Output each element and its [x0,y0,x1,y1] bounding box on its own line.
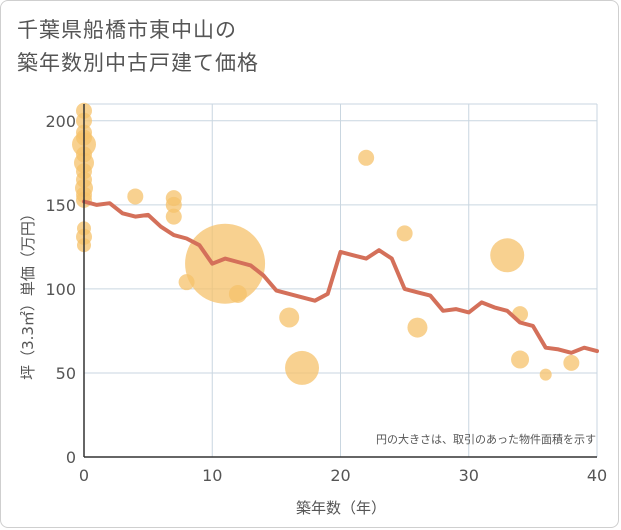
y-tick-label: 50 [56,364,76,383]
y-tick-label: 200 [45,112,76,131]
data-point [127,188,144,205]
data-point [358,149,375,166]
data-point [407,317,428,338]
x-tick-label: 30 [459,466,479,485]
x-tick-label: 40 [587,466,607,485]
data-point [165,208,182,225]
data-point [396,225,413,242]
data-point [563,354,580,371]
x-tick-label: 0 [79,466,89,485]
data-point [279,307,300,328]
x-tick-label: 20 [330,466,350,485]
y-tick-label: 100 [45,280,76,299]
axes [83,104,597,458]
tick-labels: 0 10 20 30 40 0 50 100 150 200 [45,112,607,485]
data-point [228,284,247,303]
y-tick-label: 150 [45,196,76,215]
data-point [539,368,552,381]
data-point [165,196,182,213]
y-axis-label: 坪（3.3㎡）単価（万円） [19,206,37,380]
chart-title: 千葉県船橋市東中山の 築年数別中古戸建て価格 [17,14,259,80]
y-tick-label: 0 [66,448,76,467]
data-point [285,350,320,385]
trend-line [82,199,599,355]
title-line-1: 千葉県船橋市東中山の [17,18,237,42]
data-point [490,238,525,273]
size-note: 円の大きさは、取引のあった物件面積を示す [376,432,596,446]
title-line-2: 築年数別中古戸建て価格 [17,51,259,75]
x-axis-label: 築年数（年） [296,499,386,517]
data-point [511,350,530,369]
data-point [185,223,266,304]
data-points [72,102,580,385]
x-tick-label: 10 [202,466,222,485]
